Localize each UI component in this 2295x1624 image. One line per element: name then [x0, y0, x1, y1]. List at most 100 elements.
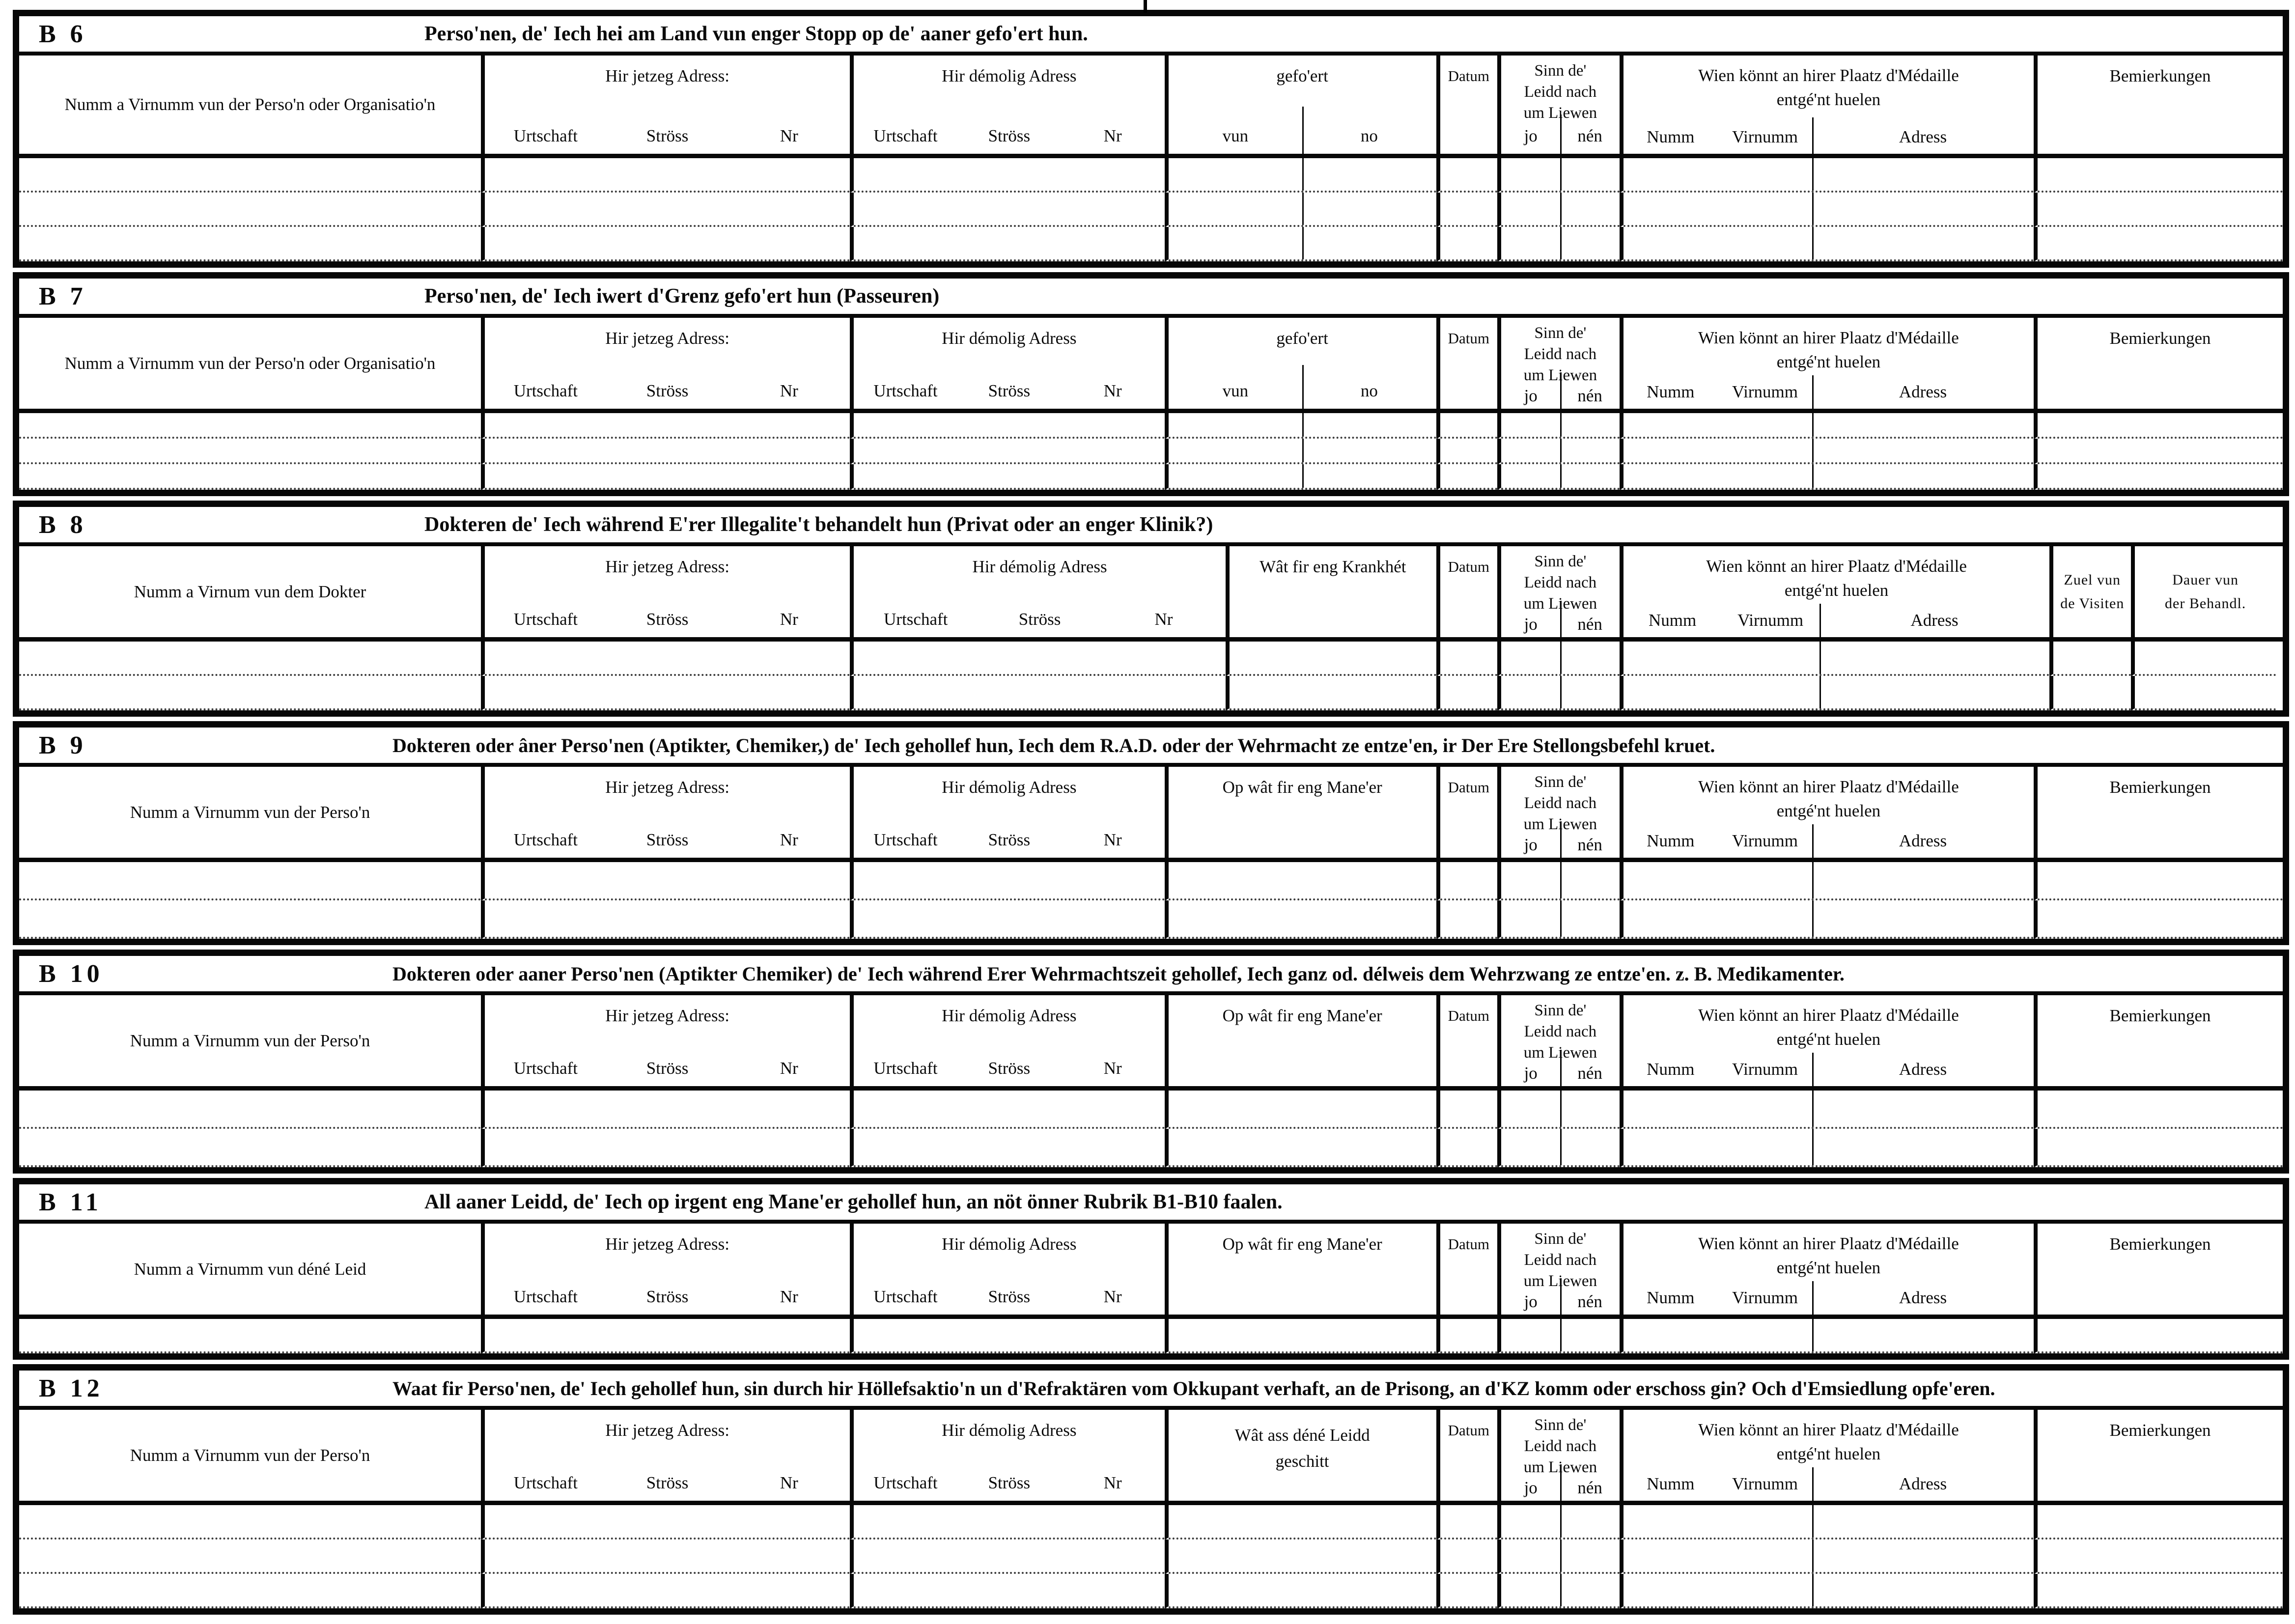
visit-count-label: Zuel vun de Visiten [2060, 571, 2125, 612]
entry-cell [1619, 413, 2034, 439]
entry-row [19, 1540, 2283, 1574]
entry-cell [1164, 464, 1436, 490]
date-label: Datum [1448, 67, 1489, 84]
remarks-label: Bemierkungen [2109, 66, 2211, 85]
entry-cell [1164, 1129, 1436, 1167]
sub-jo: jo [1524, 126, 1538, 145]
sub-stross: Ströss [988, 1287, 1031, 1306]
entry-cell [850, 1505, 1165, 1540]
sub-urtschaft: Urtschaft [873, 1473, 938, 1492]
remarks-label: Bemierkungen [2109, 1421, 2211, 1440]
sub-urtschaft: Urtschaft [513, 126, 578, 145]
section-b12: B 12 Waat fir Perso'nen, de' Iech geholl… [13, 1364, 2289, 1615]
name-column-label: Numm a Virnumm vun der Perso'n [130, 1445, 370, 1465]
manner-label: Op wât fir eng Mane'er [1222, 778, 1382, 797]
sub-divider [1560, 1278, 1562, 1315]
entry-cell [850, 413, 1165, 439]
entry-row [19, 1505, 2283, 1540]
fold-mark [1144, 0, 1147, 13]
entry-cell [1436, 227, 1497, 261]
entry-cell [2034, 464, 2283, 490]
header-manner-column: Op wât fir eng Mane'er [1164, 995, 1436, 1086]
header-medal-column: Wien könnt an hirer Plaatz d'Médaille en… [1619, 318, 2034, 409]
alive-label: Sinn de' Leidd nach um Liewen [1523, 1416, 1597, 1476]
header-alive-column: Sinn de' Leidd nach um Liewen jo nén [1497, 995, 1620, 1086]
entry-cell [1164, 1319, 1436, 1353]
sub-vun: vun [1222, 126, 1249, 145]
sub-divider [1560, 439, 1562, 462]
entry-cell [1436, 1574, 1497, 1608]
entry-cell [1497, 642, 1620, 676]
entry-cell [1164, 1091, 1436, 1129]
former-address-label: Hir démolig Adress [942, 329, 1077, 348]
sub-nr: Nr [780, 830, 798, 849]
sub-divider [1560, 821, 1562, 858]
section-title: All aaner Leidd, de' Iech op irgent eng … [424, 1191, 1283, 1213]
name-column-label: Numm a Virnumm vun der Perso'n [130, 1031, 370, 1050]
alive-label: Sinn de' Leidd nach um Liewen [1523, 773, 1597, 833]
section-title-row: B 9 Dokteren oder âner Perso'nen (Aptikt… [19, 728, 2283, 767]
sub-divider [1819, 603, 1821, 637]
entry-row [19, 439, 2283, 464]
entry-cell [1619, 1574, 2034, 1608]
sub-virnumm: Virnumm [1737, 611, 1804, 630]
entry-cell [1497, 1505, 1620, 1540]
header-former-address-column: Hir démolig Adress Urtschaft Ströss Nr [850, 318, 1165, 409]
section-title-row: B 8 Dokteren de' Iech während E'rer Ille… [19, 507, 2283, 546]
entry-cell [2131, 676, 2276, 710]
entry-cell [1164, 900, 1436, 939]
sub-numm: Numm [1647, 1288, 1695, 1307]
sub-stross: Ströss [646, 381, 689, 400]
former-address-label: Hir démolig Adress [942, 1234, 1077, 1254]
entry-cell [1436, 413, 1497, 439]
entry-cell [19, 413, 481, 439]
medal-label: Wien könnt an hirer Plaatz d'Médaille en… [1698, 1006, 1959, 1049]
header-transport-column: gefo'ert vun no [1164, 318, 1436, 409]
sub-divider [1560, 158, 1562, 191]
sub-divider [1560, 862, 1562, 898]
sub-divider [1812, 1467, 1814, 1501]
section-title-row: B 10 Dokteren oder aaner Perso'nen (Apti… [19, 956, 2283, 995]
sub-nr: Nr [1103, 381, 1122, 400]
sub-virnumm: Virnumm [1732, 1288, 1798, 1307]
sub-divider [1302, 439, 1304, 462]
header-medal-column: Wien könnt an hirer Plaatz d'Médaille en… [1619, 995, 2034, 1086]
sub-divider [1560, 1505, 1562, 1538]
sub-jo: jo [1524, 614, 1538, 634]
entry-cell [1497, 158, 1620, 193]
fate-label: Wât ass déné Leidd geschitt [1234, 1426, 1370, 1471]
header-visit-count-column: Zuel vun de Visiten [2049, 546, 2131, 637]
sub-divider [1302, 227, 1304, 259]
entry-cell [1497, 464, 1620, 490]
section-title: Dokteren de' Iech während E'rer Illegali… [424, 513, 1213, 536]
current-address-label: Hir jetzeg Adress: [605, 1421, 729, 1440]
sub-virnumm: Virnumm [1732, 127, 1798, 146]
entry-cell [2131, 642, 2276, 676]
sub-nen: nén [1577, 1478, 1602, 1497]
header-name-column: Numm a Virnumm vun déné Leid [19, 1224, 481, 1315]
entry-cell [2034, 413, 2283, 439]
entry-cell [1226, 676, 1436, 710]
entry-cell [1436, 1540, 1497, 1574]
date-label: Datum [1448, 1007, 1489, 1024]
entry-cell [2034, 1319, 2283, 1353]
sub-virnumm: Virnumm [1732, 382, 1798, 401]
former-address-label: Hir démolig Adress [942, 1421, 1077, 1440]
header-manner-column: Op wât fir eng Mane'er [1164, 1224, 1436, 1315]
sub-divider [1812, 1052, 1814, 1086]
entry-cell [1436, 642, 1497, 676]
table-header: Numm a Virnumm vun der Perso'n oder Orga… [19, 318, 2283, 413]
entry-cell [19, 1540, 481, 1574]
medal-label: Wien könnt an hirer Plaatz d'Médaille en… [1706, 557, 1967, 600]
entry-cell [1436, 1129, 1497, 1167]
sub-nen: nén [1577, 1063, 1602, 1083]
entry-cell [850, 642, 1226, 676]
sub-divider [1560, 676, 1562, 708]
section-b11: B 11 All aaner Leidd, de' Iech op irgent… [13, 1178, 2289, 1360]
sub-divider [1560, 642, 1562, 674]
sub-vun: vun [1222, 381, 1249, 400]
sub-stross: Ströss [988, 381, 1031, 400]
sub-divider [1560, 1574, 1562, 1606]
header-date-column: Datum [1436, 1224, 1497, 1315]
sub-stross: Ströss [988, 1473, 1031, 1492]
